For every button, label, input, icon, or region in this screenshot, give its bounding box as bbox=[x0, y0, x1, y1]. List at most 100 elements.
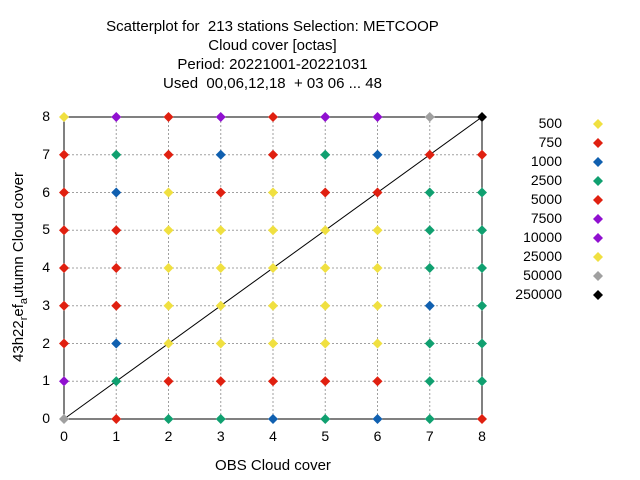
legend-marker bbox=[593, 138, 603, 148]
data-point bbox=[477, 338, 487, 349]
data-point bbox=[424, 187, 435, 198]
data-point bbox=[215, 338, 226, 349]
data-point bbox=[111, 300, 122, 311]
y-label-sub1: r bbox=[18, 316, 30, 321]
data-point bbox=[372, 300, 383, 311]
data-point bbox=[163, 112, 174, 122]
legend-label: 5000 bbox=[530, 191, 562, 207]
data-point bbox=[111, 376, 122, 387]
data-point bbox=[163, 376, 174, 387]
data-point bbox=[320, 376, 331, 387]
x-tick-label: 1 bbox=[112, 428, 121, 444]
data-point bbox=[215, 300, 226, 311]
data-point bbox=[477, 300, 487, 311]
data-point bbox=[111, 414, 122, 424]
data-point bbox=[268, 263, 278, 273]
data-point bbox=[268, 187, 278, 198]
title-line-4: Used 00,06,12,18 + 03 06 ... 48 bbox=[163, 75, 382, 92]
y-tick-label: 2 bbox=[42, 334, 50, 351]
data-point bbox=[111, 338, 122, 349]
x-tick-label: 7 bbox=[425, 428, 434, 444]
x-tick-label: 3 bbox=[216, 428, 225, 444]
data-point bbox=[59, 338, 69, 349]
data-point bbox=[215, 263, 226, 273]
data-point bbox=[268, 376, 278, 387]
legend-label: 2500 bbox=[530, 172, 562, 188]
title-line-2: Cloud cover [octas] bbox=[208, 37, 337, 54]
data-point bbox=[477, 225, 487, 236]
data-point bbox=[215, 112, 226, 122]
data-point bbox=[320, 149, 331, 160]
data-point bbox=[111, 187, 122, 198]
data-point bbox=[268, 338, 278, 349]
data-point bbox=[477, 149, 487, 160]
x-tick-label: 5 bbox=[321, 428, 330, 444]
data-point bbox=[163, 414, 174, 424]
data-point bbox=[215, 225, 226, 236]
legend-marker bbox=[593, 214, 603, 224]
legend-marker bbox=[593, 233, 603, 243]
y-label-sub2: a bbox=[18, 297, 30, 305]
x-tick-label: 0 bbox=[60, 428, 68, 444]
x-tick-label: 6 bbox=[373, 428, 382, 444]
legend-marker bbox=[593, 271, 603, 281]
data-point bbox=[424, 376, 435, 387]
data-point bbox=[59, 300, 69, 311]
data-point bbox=[372, 225, 383, 236]
data-point bbox=[372, 149, 383, 160]
y-tick-label: 8 bbox=[42, 108, 50, 124]
data-point bbox=[163, 149, 174, 160]
data-point bbox=[111, 225, 122, 236]
data-point bbox=[268, 149, 278, 160]
legend-marker bbox=[593, 252, 603, 262]
data-point bbox=[59, 414, 69, 424]
y-label-tail: utumn Cloud cover bbox=[10, 172, 27, 298]
data-point bbox=[424, 414, 435, 424]
data-point bbox=[477, 414, 487, 424]
data-point bbox=[424, 112, 435, 122]
x-tick-label: 2 bbox=[164, 428, 173, 444]
legend-label: 25000 bbox=[523, 248, 562, 264]
legend-label: 7500 bbox=[530, 210, 562, 226]
y-label-main: 43h22 bbox=[10, 320, 27, 362]
y-label-mid: ef bbox=[10, 304, 27, 317]
y-tick-label: 4 bbox=[42, 259, 50, 275]
y-tick-label: 3 bbox=[42, 296, 50, 313]
data-point bbox=[59, 112, 69, 122]
data-point bbox=[268, 414, 278, 424]
y-tick-label: 1 bbox=[42, 372, 50, 389]
data-point bbox=[111, 112, 122, 122]
data-point bbox=[320, 225, 331, 236]
data-point bbox=[372, 414, 383, 424]
title-line-1: Scatterplot for 213 stations Selection: … bbox=[106, 18, 439, 35]
data-point bbox=[320, 414, 331, 424]
data-point bbox=[268, 225, 278, 236]
data-point bbox=[372, 338, 383, 349]
data-point bbox=[215, 376, 226, 387]
data-point bbox=[163, 300, 174, 311]
data-point bbox=[215, 414, 226, 424]
data-point bbox=[424, 149, 435, 160]
data-point bbox=[372, 112, 383, 122]
data-point bbox=[477, 263, 487, 273]
legend-markers bbox=[593, 119, 603, 300]
legend-marker bbox=[593, 195, 603, 205]
data-point bbox=[268, 112, 278, 122]
data-point bbox=[320, 187, 331, 198]
data-point bbox=[215, 149, 226, 160]
data-point bbox=[477, 376, 487, 387]
y-tick-label: 7 bbox=[42, 145, 50, 162]
data-point bbox=[320, 263, 331, 273]
x-tick-label: 8 bbox=[478, 428, 486, 444]
data-point bbox=[111, 263, 122, 273]
data-point bbox=[372, 187, 383, 198]
data-point bbox=[163, 225, 174, 236]
data-point bbox=[268, 300, 278, 311]
legend-marker bbox=[593, 176, 603, 186]
data-point bbox=[215, 187, 226, 198]
data-point bbox=[477, 112, 487, 122]
legend-label: 10000 bbox=[523, 229, 562, 245]
data-point bbox=[163, 263, 174, 273]
data-point bbox=[424, 263, 435, 273]
